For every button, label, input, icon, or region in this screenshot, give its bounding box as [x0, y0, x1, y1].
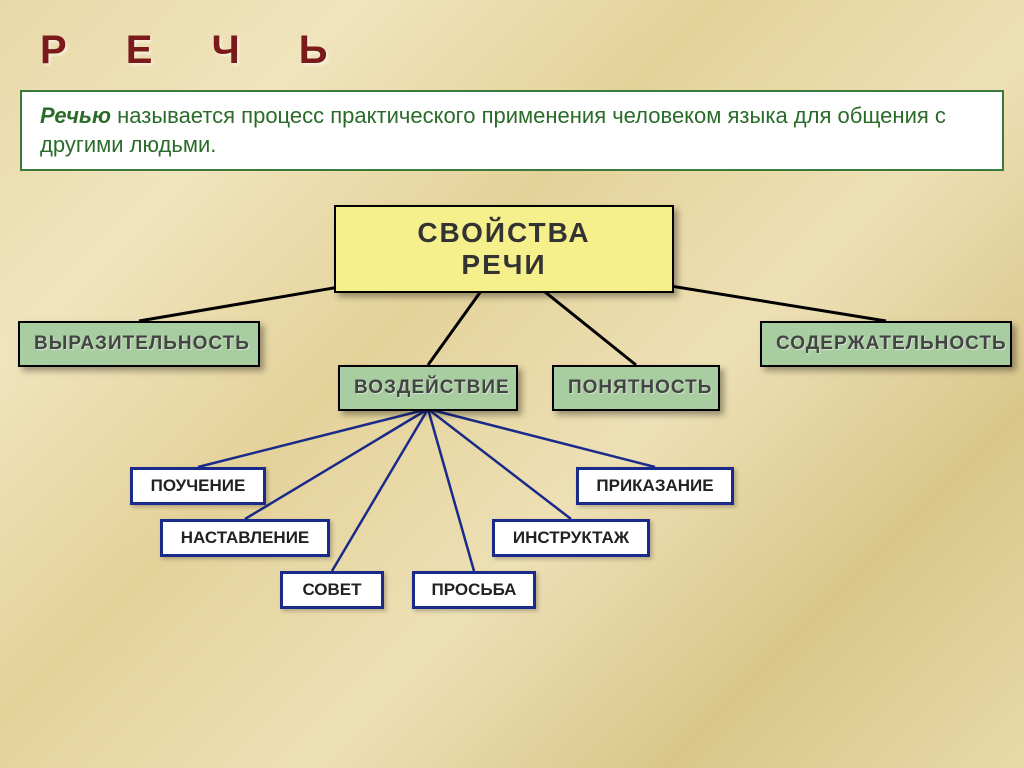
sub-node-3: ПРОСЬБА	[412, 571, 536, 609]
sub-node-0: ПОУЧЕНИЕ	[130, 467, 266, 505]
property-node-impact: ВОЗДЕЙСТВИЕ	[338, 365, 518, 411]
property-node-clear: ПОНЯТНОСТЬ	[552, 365, 720, 411]
sub-node-4: ИНСТРУКТАЖ	[492, 519, 650, 557]
sub-node-5: ПРИКАЗАНИЕ	[576, 467, 734, 505]
property-node-content: СОДЕРЖАТЕЛЬНОСТЬ	[760, 321, 1012, 367]
slide-title: Р Е Ч Ь	[40, 28, 352, 73]
definition-keyword: Речью	[40, 103, 111, 128]
property-node-expr: ВЫРАЗИТЕЛЬНОСТЬ	[18, 321, 260, 367]
definition-body: называется процесс практического примене…	[40, 103, 946, 157]
sub-node-2: СОВЕТ	[280, 571, 384, 609]
root-node: СВОЙСТВА РЕЧИ	[334, 205, 674, 293]
diagram-container: СВОЙСТВА РЕЧИ ВЫРАЗИТЕЛЬНОСТЬ ВОЗДЕЙСТВИЕ П…	[0, 175, 1024, 755]
sub-node-1: НАСТАВЛЕНИЕ	[160, 519, 330, 557]
definition-box: Речью называется процесс практического п…	[20, 90, 1004, 171]
